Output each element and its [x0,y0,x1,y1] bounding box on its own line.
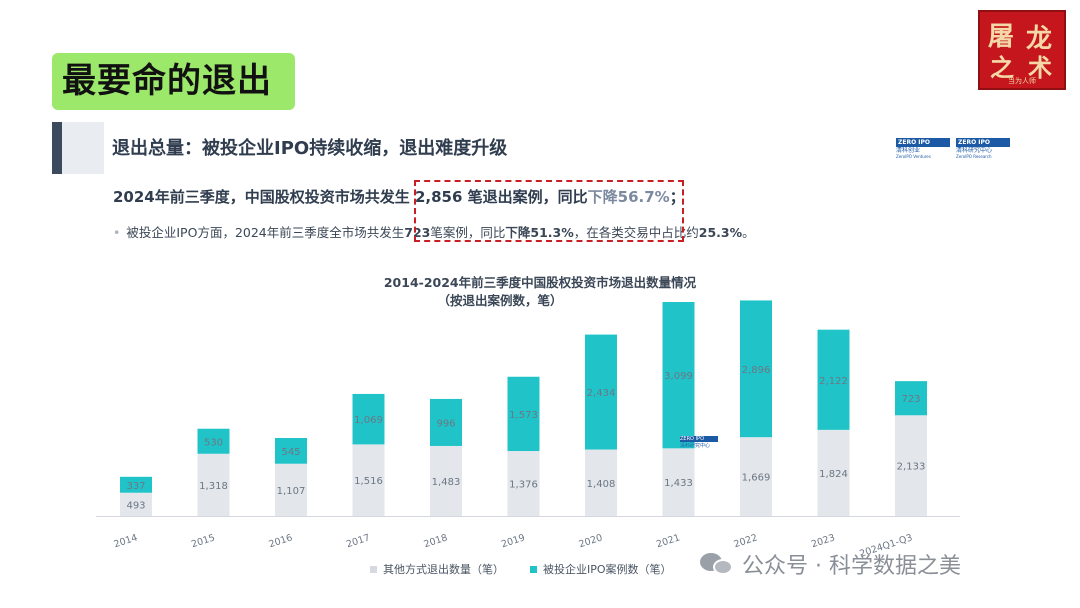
bar-ipo-exit [817,329,850,430]
chart-subtitle: （按退出案例数，笔） [437,293,563,308]
bar-ipo-exit [352,393,385,445]
bar-ipo-exit [662,302,695,449]
x-tick-label: 2021 [655,532,681,550]
x-tick-label: 2019 [500,532,526,550]
wechat-watermark: 公众号 · 科学数据之美 [700,548,961,580]
legend-item-ipo: 被投企业IPO案例数（笔） [530,561,672,577]
data-label-ipo: 2,434 [587,388,616,399]
bar-other-exit [585,449,617,516]
data-label-ipo: 545 [281,447,300,458]
legend-item-other: 其他方式退出数量（笔） [370,561,504,577]
data-label-other: 1,516 [354,476,383,487]
x-tick-label: 2016 [268,532,294,550]
legend-swatch-ipo [530,565,537,573]
data-label-ipo: 996 [436,418,455,429]
legend-label-ipo: 被投企业IPO案例数（笔） [543,563,672,576]
bar-ipo-exit [740,300,772,438]
data-label-other: 1,483 [432,477,461,488]
bar-other-exit [120,492,152,516]
bar-ipo-exit [275,437,307,464]
bar-ipo-exit [120,476,152,493]
data-label-other: 1,376 [509,480,538,491]
data-label-ipo: 3,099 [664,371,693,382]
page-title-badge: 最要命的退出 [52,53,295,110]
data-label-ipo: 723 [901,394,920,405]
bar-ipo-exit [197,428,230,454]
legend-label-other: 其他方式退出数量（笔） [383,563,504,576]
data-label-other: 1,107 [277,486,306,497]
watermark-text: 公众号 · 科学数据之美 [742,554,961,579]
x-tick-label: 2018 [423,532,449,550]
bar-ipo-exit [585,334,617,450]
bullet-dot: • [113,225,121,240]
data-label-ipo: 530 [204,437,223,448]
data-label-other: 1,433 [664,478,693,489]
seal-logo: 屠 龙 之 术 当为人师 [978,10,1066,90]
section-accent-bar [52,122,62,174]
bar-other-exit [507,451,540,516]
x-tick-label: 2020 [578,532,604,550]
bar-other-exit [352,444,385,516]
data-label-other: 1,408 [587,479,616,490]
highlight-dashed-box [414,180,684,242]
bar-ipo-exit [895,381,927,416]
bar-other-exit [430,445,462,516]
bullet-ipo-note: • 被投企业IPO方面，2024年前三季度全市场共发生723笔案例，同比下降51.… [113,225,755,240]
chart-watermark-logo: ZERO IPO 清科研究中心 [680,436,718,454]
bar-other-exit [197,453,230,516]
chart-title: 2014-2024年前三季度中国股权投资市场退出数量情况 [383,275,697,290]
data-label-other: 2,133 [897,462,926,473]
wechat-icon [700,551,734,577]
data-label-other: 1,669 [742,473,771,484]
data-label-other: 493 [126,500,145,511]
x-tick-label: 2014 [113,532,139,550]
bar-other-exit [740,437,772,516]
lead-summary: 2024年前三季度，中国股权投资市场共发生 2,856 笔退出案例，同比下降56… [113,188,685,206]
zeroipo-logo: ZERO IPO 清科创业 ZeroIPO Ventures ZERO IPO … [896,138,1014,162]
data-label-ipo: 2,122 [819,376,848,387]
data-label-ipo: 337 [126,481,145,492]
data-label-ipo: 1,069 [354,415,383,426]
legend-swatch-other [370,565,377,573]
bar-other-exit [662,448,695,516]
bar-other-exit [895,415,927,516]
x-tick-label: 2015 [190,532,216,550]
data-label-other: 1,824 [819,469,848,480]
bar-other-exit [275,463,307,516]
data-label-ipo: 1,573 [509,410,538,421]
bar-ipo-exit [430,398,462,446]
data-label-ipo: 2,896 [742,365,771,376]
x-tick-label: 2017 [345,532,371,550]
bar-ipo-exit [507,376,540,452]
bar-other-exit [817,429,850,516]
data-label-other: 1,318 [199,481,228,492]
section-subtitle: 退出总量：被投企业IPO持续收缩，退出难度升级 [112,138,508,159]
section-accent-shade [62,122,104,174]
